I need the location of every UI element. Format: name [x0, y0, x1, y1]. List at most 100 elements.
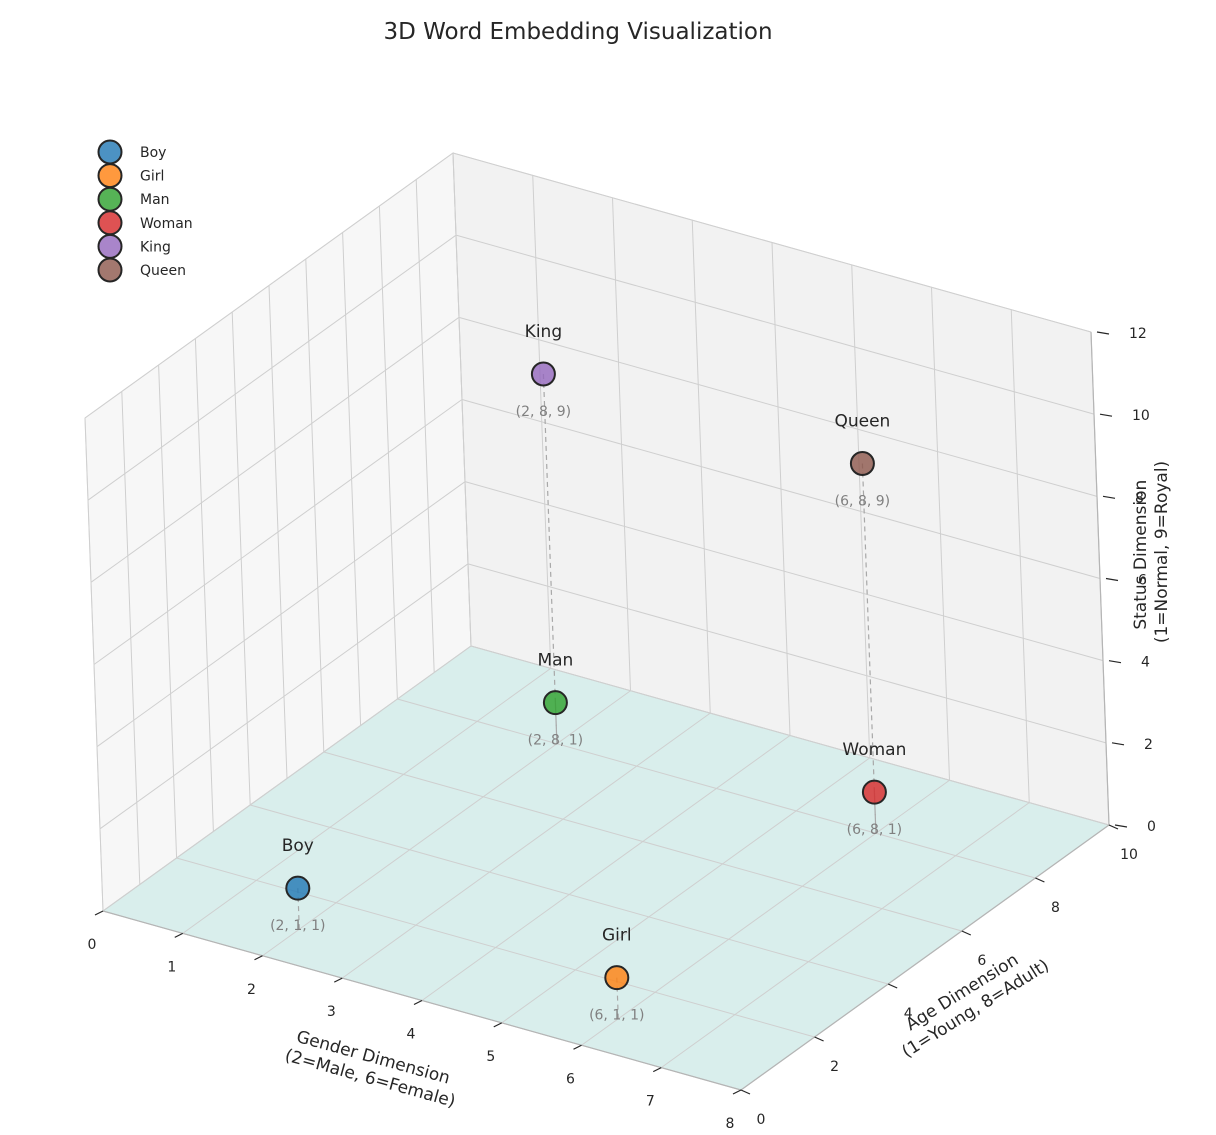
- y-tick-mark: [887, 983, 898, 989]
- side-grid-hline: [93, 399, 463, 665]
- y-tick-mark: [740, 1089, 751, 1095]
- floor-grid-yline: [176, 857, 815, 1038]
- z-tick-mark: [1102, 495, 1116, 499]
- side-grid-hline: [90, 316, 460, 583]
- x-tick-mark: [94, 910, 104, 916]
- drop-line-girl: [616, 977, 619, 1019]
- y-axis-line: [740, 824, 1110, 1091]
- y-tick-label: 8: [1051, 900, 1060, 916]
- coord-label-man: (2, 8, 1): [528, 733, 583, 749]
- y-tick-label: 0: [757, 1112, 766, 1128]
- drop-line-king: [542, 373, 558, 744]
- y-tick-mark: [961, 930, 972, 936]
- legend-marker-king: [97, 233, 123, 259]
- x-axis-label: Gender Dimension (2=Male, 6=Female): [283, 1025, 463, 1112]
- floor-grid-xline: [421, 735, 791, 1001]
- back-grid-hline: [452, 152, 1092, 333]
- legend-label-queen: Queen: [140, 263, 186, 279]
- legend-label-woman: Woman: [140, 216, 193, 232]
- y-tick-label: 4: [904, 1006, 913, 1022]
- z-tick-mark: [1099, 413, 1113, 417]
- coord-label-girl: (6, 1, 1): [589, 1008, 644, 1024]
- floor-grid-xline: [501, 757, 871, 1024]
- x-tick-label: 7: [646, 1094, 655, 1110]
- point-label-boy: Boy: [282, 836, 314, 856]
- chart-title: 3D Word Embedding Visualization: [383, 19, 772, 45]
- x-tick-label: 5: [486, 1049, 495, 1065]
- y-tick-label: 6: [977, 953, 986, 969]
- x-tick-mark: [174, 932, 184, 938]
- z-tick-mark: [1108, 660, 1122, 664]
- legend-label-man: Man: [140, 192, 170, 208]
- z-axis-line: [1090, 331, 1110, 826]
- x-tick-label: 0: [88, 937, 97, 953]
- drop-line-woman: [873, 792, 877, 834]
- x-tick-mark: [732, 1089, 742, 1095]
- z-axis-label-line1: Status Dimension: [1131, 480, 1151, 630]
- x-tick-label: 1: [167, 959, 176, 975]
- y-tick-mark: [814, 1036, 824, 1042]
- coord-label-king: (2, 8, 9): [516, 404, 571, 420]
- drop-line-queen: [861, 463, 877, 834]
- x-tick-label: 2: [247, 982, 256, 998]
- point-label-queen: Queen: [834, 412, 890, 432]
- y-tick-label: 2: [830, 1059, 839, 1075]
- y-tick-mark: [1035, 877, 1045, 883]
- z-tick-label: 8: [1135, 490, 1144, 506]
- z-tick-label: 2: [1144, 737, 1153, 753]
- z-axis-label: Status Dimension (1=Normal, 9=Royal): [1131, 461, 1172, 643]
- point-king: [530, 361, 556, 387]
- z-tick-label: 4: [1141, 655, 1150, 671]
- legend-marker-queen: [97, 257, 123, 283]
- floor-grid-xline: [581, 779, 950, 1046]
- y-tick-label: 10: [1120, 847, 1138, 863]
- drop-line-man: [554, 702, 558, 744]
- point-woman: [861, 779, 887, 805]
- x-tick-mark: [333, 977, 343, 983]
- point-man: [542, 690, 568, 716]
- x-tick-mark: [413, 999, 423, 1006]
- legend-marker-woman: [97, 210, 123, 236]
- point-label-king: King: [525, 322, 562, 342]
- point-boy: [285, 875, 311, 901]
- x-tick-label: 6: [566, 1071, 575, 1087]
- legend-marker-man: [97, 186, 123, 212]
- back-grid-hline: [467, 563, 1107, 744]
- legend-label-girl: Girl: [140, 169, 164, 185]
- point-queen: [849, 451, 875, 476]
- point-label-man: Man: [537, 651, 573, 671]
- x-tick-mark: [652, 1067, 662, 1073]
- side-grid-hline: [96, 481, 466, 748]
- floor-grid-yline: [323, 751, 962, 932]
- legend: Boy Girl Man Woman King Queen: [97, 139, 193, 283]
- x-tick-label: 3: [327, 1004, 336, 1020]
- legend-marker-girl: [97, 163, 123, 189]
- point-label-woman: Woman: [842, 740, 906, 760]
- drop-line-boy: [297, 888, 300, 930]
- floor-grid-yline: [470, 645, 1110, 826]
- z-tick-label: 10: [1132, 408, 1150, 424]
- legend-marker-boy: [97, 139, 123, 165]
- z-tick-mark: [1096, 331, 1110, 335]
- drop-lines: [297, 373, 877, 1019]
- legend-label-king: King: [140, 239, 171, 255]
- x-tick-label: 4: [407, 1027, 416, 1043]
- coord-label-boy: (2, 1, 1): [270, 918, 325, 934]
- point-labels: Boy (2, 1, 1) Girl (6, 1, 1) Man (2, 8, 1) Wom…: [270, 322, 906, 1024]
- back-grid-hline: [461, 399, 1101, 579]
- z-tick-label: 6: [1138, 573, 1147, 589]
- side-grid-hline: [99, 563, 469, 830]
- side-grid-hline: [84, 152, 454, 419]
- data-points: [285, 361, 887, 991]
- floor-grid-xline: [660, 802, 1030, 1069]
- floor-grid-yline: [250, 804, 889, 985]
- floor-grid-xline: [182, 667, 552, 934]
- legend-label-boy: Boy: [140, 145, 166, 161]
- y-tick-mark: [1108, 824, 1119, 830]
- coord-label-queen: (6, 8, 9): [835, 494, 890, 510]
- back-grid-hline: [458, 316, 1098, 497]
- x-tick-mark: [493, 1022, 503, 1028]
- z-tick-mark: [1105, 577, 1119, 582]
